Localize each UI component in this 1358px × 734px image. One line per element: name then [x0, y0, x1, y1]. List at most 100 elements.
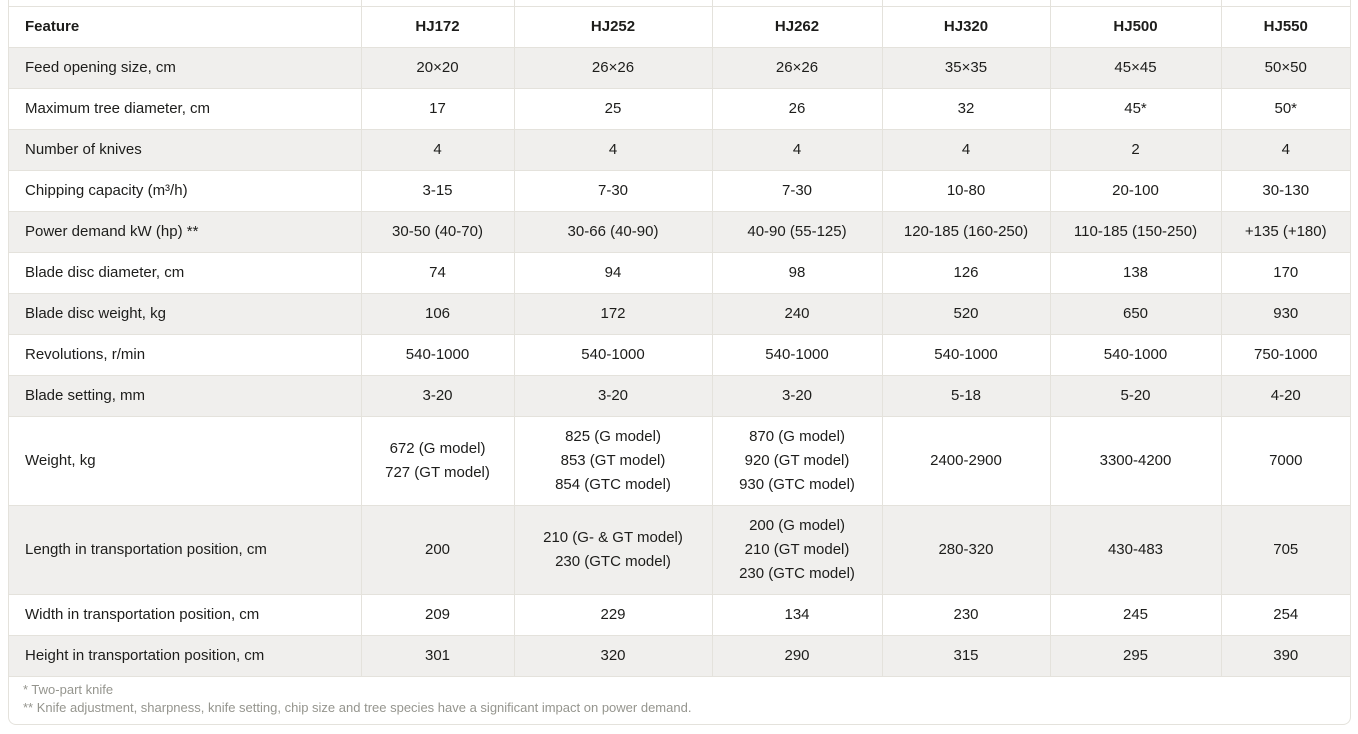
- value-cell: 254: [1221, 594, 1350, 636]
- value-cell: 30-50 (40-70): [361, 211, 515, 253]
- spec-table: Feature HJ172 HJ252 HJ262 HJ320 HJ500 HJ550 Fe…: [9, 0, 1350, 677]
- footnote: * Two-part knife: [23, 681, 114, 697]
- feature-cell: Revolutions, r/min: [9, 334, 362, 376]
- value-cell: 7000: [1221, 416, 1350, 506]
- table-row: Blade setting, mm 3-20 3-20 3-20 5-18 5-20 4-2…: [9, 375, 1350, 417]
- value-cell: 134: [712, 594, 883, 636]
- value-cell: 45×45: [1050, 47, 1222, 89]
- value-cell: 4: [514, 129, 713, 171]
- value-cell: 50×50: [1221, 47, 1350, 89]
- model-column-header: HJ262: [712, 6, 883, 48]
- table-row: Weight, kg 672 (G model) 727 (GT model) 82…: [9, 416, 1350, 506]
- table-row: Chipping capacity (m³/h) 3-15 7-30 7-30 10-8…: [9, 170, 1350, 212]
- value-cell: 10-80: [882, 170, 1051, 212]
- value-cell: 540-1000: [361, 334, 515, 376]
- feature-cell: Blade setting, mm: [9, 375, 362, 417]
- value-cell: 705: [1221, 505, 1350, 595]
- value-cell: 4: [712, 129, 883, 171]
- value-cell: 672 (G model) 727 (GT model): [361, 416, 515, 506]
- value-cell: 650: [1050, 293, 1222, 335]
- cropped-cell: [514, 0, 713, 7]
- feature-cell: Maximum tree diameter, cm: [9, 88, 362, 130]
- model-column-header: HJ550: [1221, 6, 1350, 48]
- table-row: Number of knives 4 4 4 4 2 4: [9, 129, 1350, 171]
- value-cell: 26×26: [712, 47, 883, 89]
- cropped-cell: [1050, 0, 1222, 7]
- value-cell: 229: [514, 594, 713, 636]
- value-cell: 26×26: [514, 47, 713, 89]
- value-cell: 5-18: [882, 375, 1051, 417]
- feature-cell: Blade disc diameter, cm: [9, 252, 362, 294]
- value-cell: 3-20: [514, 375, 713, 417]
- cropped-cell: [712, 0, 883, 7]
- model-column-header: HJ320: [882, 6, 1051, 48]
- footnotes: * Two-part knife ** Knife adjustment, sha…: [9, 677, 1350, 724]
- value-cell: 7-30: [514, 170, 713, 212]
- feature-cell: Number of knives: [9, 129, 362, 171]
- value-cell: 3-20: [361, 375, 515, 417]
- value-cell: 35×35: [882, 47, 1051, 89]
- table-row: Width in transportation position, cm 209 2…: [9, 594, 1350, 636]
- footnote: ** Knife adjustment, sharpness, knife se…: [23, 699, 692, 715]
- model-column-header: HJ500: [1050, 6, 1222, 48]
- value-cell: 301: [361, 635, 515, 677]
- value-cell: 315: [882, 635, 1051, 677]
- value-cell: 45*: [1050, 88, 1222, 130]
- value-cell: 750-1000: [1221, 334, 1350, 376]
- value-cell: 540-1000: [1050, 334, 1222, 376]
- header-row: Feature HJ172 HJ252 HJ262 HJ320 HJ500 HJ550: [9, 6, 1350, 48]
- value-cell: 3300-4200: [1050, 416, 1222, 506]
- table-row: Power demand kW (hp) ** 30-50 (40-70) 30-6…: [9, 211, 1350, 253]
- cropped-cell: [1221, 0, 1350, 7]
- value-cell: 172: [514, 293, 713, 335]
- value-cell: +135 (+180): [1221, 211, 1350, 253]
- value-cell: 390: [1221, 635, 1350, 677]
- value-cell: 540-1000: [882, 334, 1051, 376]
- feature-column-header: Feature: [9, 6, 362, 48]
- table-row: Blade disc weight, kg 106 172 240 520 650 930: [9, 293, 1350, 335]
- feature-cell: Length in transportation position, cm: [9, 505, 362, 595]
- value-cell: 4: [361, 129, 515, 171]
- value-cell: 7-30: [712, 170, 883, 212]
- value-cell: 210 (G- & GT model) 230 (GTC model): [514, 505, 713, 595]
- feature-cell: Chipping capacity (m³/h): [9, 170, 362, 212]
- cropped-cell: [882, 0, 1051, 7]
- value-cell: 320: [514, 635, 713, 677]
- value-cell: 870 (G model) 920 (GT model) 930 (GTC mo…: [712, 416, 883, 506]
- cropped-row-above: [9, 0, 1350, 7]
- value-cell: 200 (G model) 210 (GT model) 230 (GTC mo…: [712, 505, 883, 595]
- value-cell: 3-20: [712, 375, 883, 417]
- value-cell: 4-20: [1221, 375, 1350, 417]
- spec-table-card: Feature HJ172 HJ252 HJ262 HJ320 HJ500 HJ550 Fe…: [8, 0, 1351, 725]
- value-cell: 930: [1221, 293, 1350, 335]
- model-column-header: HJ172: [361, 6, 515, 48]
- value-cell: 280-320: [882, 505, 1051, 595]
- feature-cell: Power demand kW (hp) **: [9, 211, 362, 253]
- value-cell: 4: [1221, 129, 1350, 171]
- value-cell: 30-130: [1221, 170, 1350, 212]
- value-cell: 30-66 (40-90): [514, 211, 713, 253]
- value-cell: 4: [882, 129, 1051, 171]
- value-cell: 200: [361, 505, 515, 595]
- value-cell: 17: [361, 88, 515, 130]
- value-cell: 138: [1050, 252, 1222, 294]
- value-cell: 2: [1050, 129, 1222, 171]
- value-cell: 50*: [1221, 88, 1350, 130]
- value-cell: 20-100: [1050, 170, 1222, 212]
- table-row: Blade disc diameter, cm 74 94 98 126 138 170: [9, 252, 1350, 294]
- value-cell: 26: [712, 88, 883, 130]
- feature-cell: Feed opening size, cm: [9, 47, 362, 89]
- value-cell: 170: [1221, 252, 1350, 294]
- value-cell: 120-185 (160-250): [882, 211, 1051, 253]
- value-cell: 25: [514, 88, 713, 130]
- table-row: Maximum tree diameter, cm 17 25 26 32 45* 50*: [9, 88, 1350, 130]
- value-cell: 110-185 (150-250): [1050, 211, 1222, 253]
- value-cell: 3-15: [361, 170, 515, 212]
- value-cell: 74: [361, 252, 515, 294]
- feature-cell: Width in transportation position, cm: [9, 594, 362, 636]
- table-row: Length in transportation position, cm 200…: [9, 505, 1350, 595]
- value-cell: 245: [1050, 594, 1222, 636]
- value-cell: 540-1000: [514, 334, 713, 376]
- value-cell: 40-90 (55-125): [712, 211, 883, 253]
- value-cell: 290: [712, 635, 883, 677]
